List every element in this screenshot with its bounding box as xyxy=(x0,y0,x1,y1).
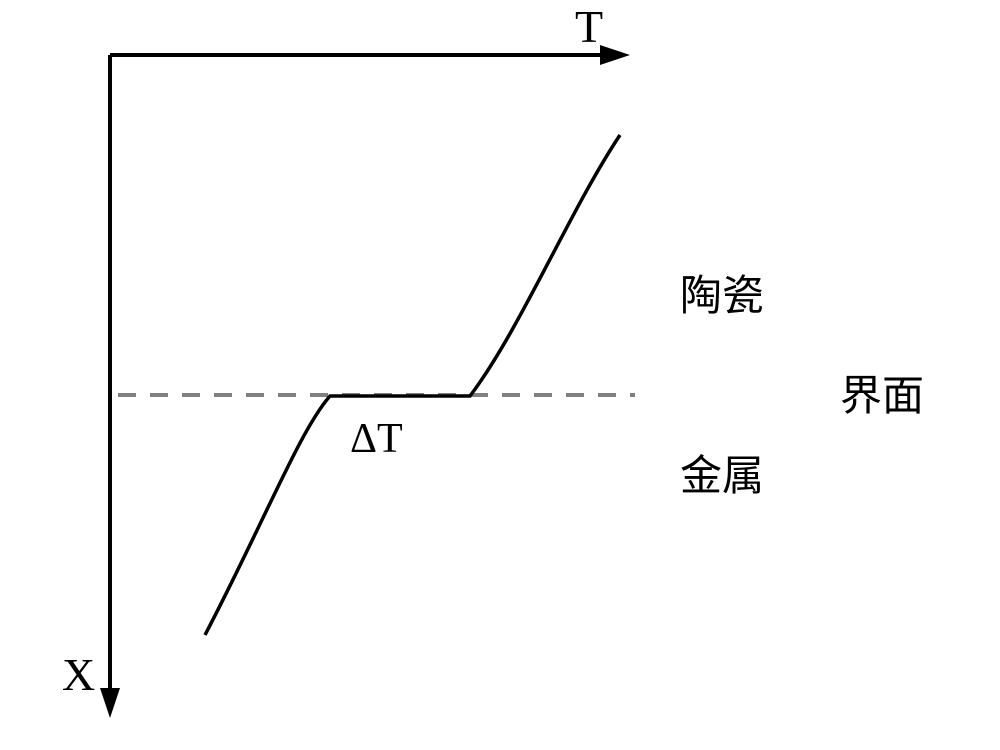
ceramic-label: 陶瓷 xyxy=(680,272,764,319)
x-axis-label: X xyxy=(62,649,95,700)
t-axis-arrowhead xyxy=(600,45,630,65)
delta-t-label: ΔT xyxy=(350,416,403,462)
t-axis-label: T xyxy=(575,1,603,52)
metal-label: 金属 xyxy=(680,452,764,499)
x-axis-arrowhead xyxy=(100,688,120,718)
interface-label: 界面 xyxy=(840,372,924,419)
diagram-svg: T X ΔT 陶瓷 金属 界面 xyxy=(0,0,1000,750)
temperature-curve xyxy=(205,135,620,635)
